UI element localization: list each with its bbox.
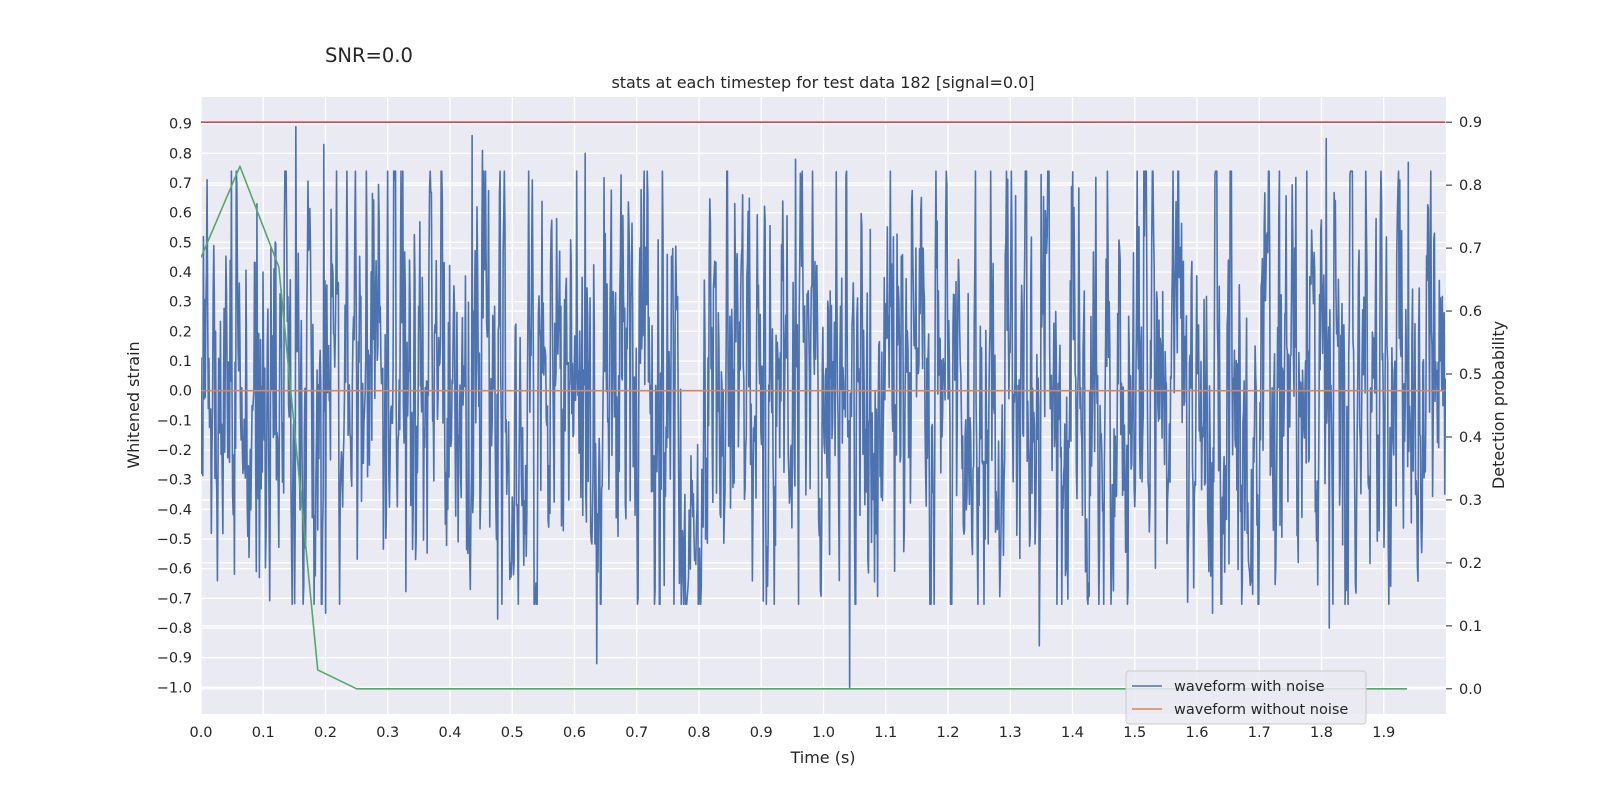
chart-suptitle: SNR=0.0	[325, 44, 413, 67]
y2-tick-label: 0.0	[1459, 682, 1482, 698]
y-tick-label: −0.8	[157, 621, 192, 637]
y-tick-label: −0.4	[157, 502, 192, 518]
y-tick-label: 0.2	[169, 324, 192, 340]
y-tick-label: −0.6	[157, 562, 192, 578]
y-tick-label: −0.9	[157, 651, 192, 667]
y2-tick-label: 0.3	[1459, 493, 1482, 509]
legend-label: waveform with noise	[1174, 679, 1325, 695]
x-tick-label: 0.2	[314, 725, 337, 741]
x-tick-label: 1.0	[812, 725, 835, 741]
y2-tick-label: 0.4	[1459, 430, 1482, 446]
y-tick-label: −0.1	[157, 413, 192, 429]
x-tick-label: 1.7	[1248, 725, 1271, 741]
y-tick-label: 0.8	[169, 146, 192, 162]
y-tick-label: −1.0	[157, 680, 192, 696]
y-tick-label: 0.6	[169, 206, 192, 222]
y2-tick-label: 0.9	[1459, 115, 1482, 131]
x-tick-label: 0.3	[376, 725, 399, 741]
y2-tick-label: 0.6	[1459, 304, 1482, 320]
x-tick-label: 1.1	[874, 725, 897, 741]
y2-tick-label: 0.8	[1459, 178, 1482, 194]
y2-tick-label: 0.5	[1459, 367, 1482, 383]
x-tick-label: 1.3	[999, 725, 1022, 741]
x-tick-label: 0.9	[750, 725, 773, 741]
y-tick-label: 0.9	[169, 117, 192, 133]
series-line-waveform-with-noise	[201, 125, 1446, 689]
chart-title: stats at each timestep for test data 182…	[611, 73, 1034, 92]
x-axis-label: Time (s)	[789, 748, 855, 767]
y-tick-label: −0.7	[157, 591, 192, 607]
x-axis-ticks: 0.0 0.1 0.2 0.3 0.4 0.5 0.6 0.7 0.8 0.9 1.0 1.1 1.2 1…	[189, 725, 1395, 741]
legend-box	[1125, 670, 1367, 725]
y2-tick-label: 0.7	[1459, 241, 1482, 257]
series-layer	[200, 121, 1446, 690]
x-tick-label: 1.9	[1372, 725, 1395, 741]
x-tick-label: 1.5	[1123, 725, 1146, 741]
right-axis-ticks: 0.9 0.8 0.7 0.6 0.5 0.4 0.3 0.2 0.1 0.0	[1446, 115, 1482, 698]
y-tick-label: 0.5	[169, 235, 192, 251]
y-tick-label: −0.5	[157, 532, 192, 548]
x-tick-label: 0.7	[625, 725, 648, 741]
x-tick-label: 1.6	[1185, 725, 1208, 741]
legend: waveform with noise waveform without nois…	[1125, 670, 1367, 725]
x-tick-label: 0.4	[438, 725, 461, 741]
left-axis-ticks: 0.9 0.8 0.7 0.6 0.5 0.4 0.3 0.2 0.1 0.0 −0.1 −0.2 −0…	[157, 117, 192, 697]
y2-tick-label: 0.1	[1459, 619, 1482, 635]
y2-axis-label: Detection probability	[1489, 321, 1508, 489]
x-tick-label: 0.5	[501, 725, 524, 741]
y-tick-label: 0.7	[169, 176, 192, 192]
y-tick-label: −0.2	[157, 443, 192, 459]
y-tick-label: 0.0	[169, 384, 192, 400]
y-tick-label: 0.4	[169, 265, 192, 281]
y-tick-label: 0.1	[169, 354, 192, 370]
y-tick-label: −0.3	[157, 473, 192, 489]
legend-label: waveform without noise	[1174, 702, 1348, 718]
y-tick-label: 0.3	[169, 295, 192, 311]
x-tick-label: 1.4	[1061, 725, 1084, 741]
x-tick-label: 1.2	[936, 725, 959, 741]
x-tick-label: 0.6	[563, 725, 586, 741]
x-tick-label: 0.0	[189, 725, 212, 741]
x-tick-label: 0.1	[252, 725, 275, 741]
y2-tick-label: 0.2	[1459, 556, 1482, 572]
y-axis-label: Whitened strain	[124, 341, 143, 468]
x-tick-label: 1.8	[1310, 725, 1333, 741]
x-tick-label: 0.8	[687, 725, 710, 741]
